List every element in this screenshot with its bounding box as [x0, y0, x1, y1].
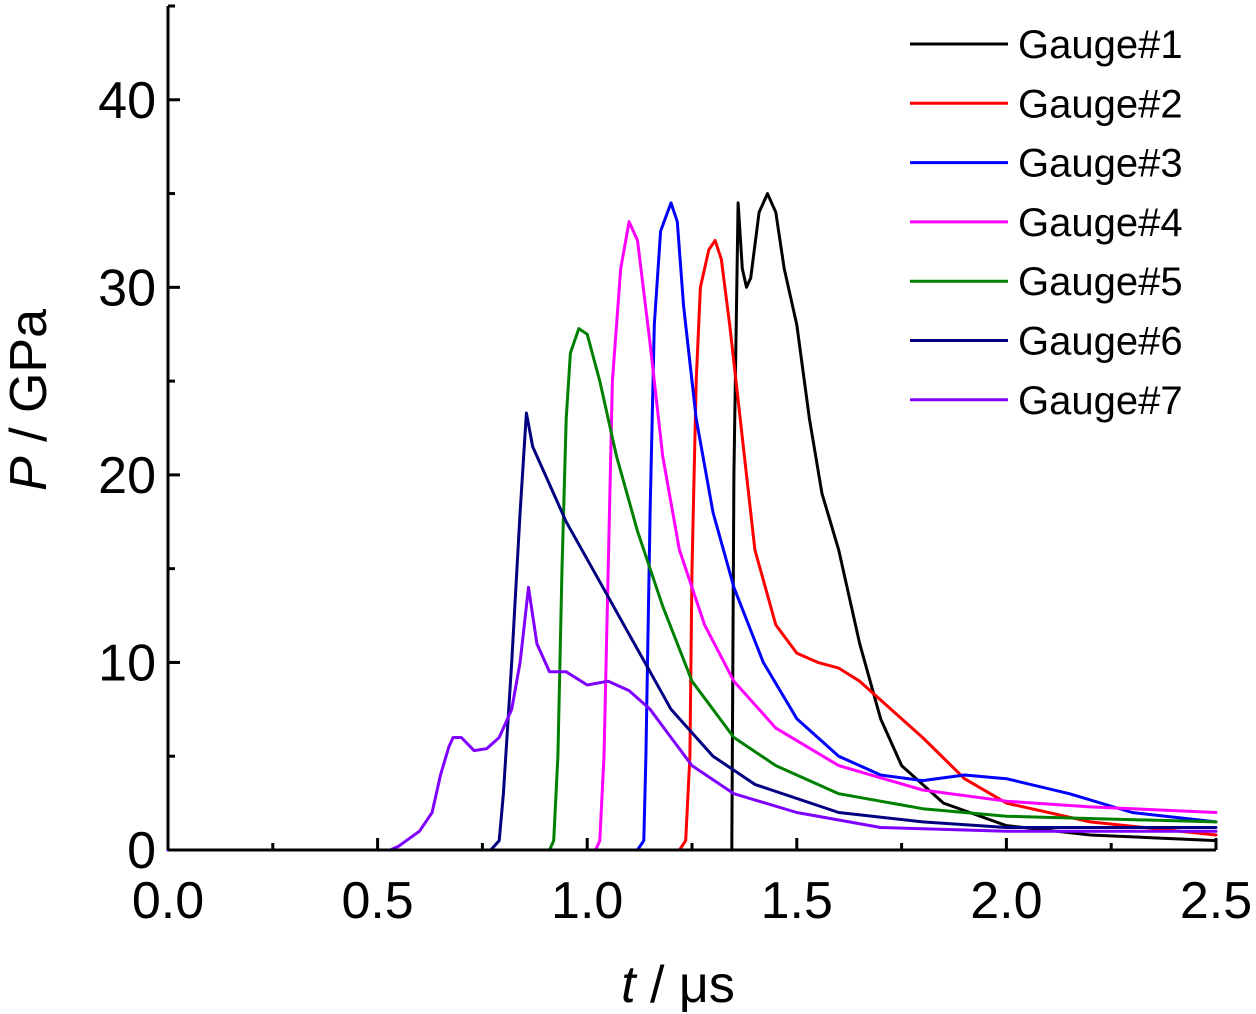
legend-label: Gauge#4 — [1018, 201, 1183, 245]
legend-item: Gauge#2 — [910, 82, 1183, 126]
legend-label: Gauge#5 — [1018, 260, 1183, 304]
x-ticks: 0.0 0.5 1.0 1.5 2.0 2.5 — [132, 838, 1252, 930]
series-line-gauge-3 — [166, 201, 1218, 852]
series-line-gauge-1 — [166, 192, 1218, 852]
x-tick-label: 1.5 — [761, 872, 833, 930]
series-line-gauge-4 — [166, 220, 1218, 852]
x-axis-unit: / μs — [636, 956, 735, 1014]
legend-item: Gauge#5 — [910, 260, 1183, 304]
legend-label: Gauge#1 — [1018, 23, 1183, 67]
x-axis-variable: t — [621, 956, 638, 1014]
legend-label: Gauge#3 — [1018, 142, 1183, 186]
y-tick-label: 10 — [98, 634, 156, 692]
y-tick-label: 20 — [98, 447, 156, 505]
y-axis-title: P / GPa — [0, 309, 58, 491]
legend-item: Gauge#6 — [910, 320, 1183, 364]
x-tick-label: 1.0 — [551, 872, 623, 930]
y-ticks: 0 10 20 30 40 — [98, 4, 180, 880]
series-line-gauge-7 — [166, 585, 1218, 852]
legend: Gauge#1 Gauge#2 Gauge#3 Gauge#4 Gauge#5 Gauge… — [910, 23, 1183, 423]
legend-label: Gauge#6 — [1018, 320, 1183, 364]
legend-item: Gauge#1 — [910, 23, 1183, 67]
series-line-gauge-6 — [166, 411, 1218, 852]
series-line-gauge-5 — [166, 327, 1218, 852]
x-axis-title: t / μs — [621, 956, 735, 1014]
plot-series-layer — [166, 192, 1218, 852]
y-axis-unit: / GPa — [0, 309, 58, 456]
y-tick-label: 0 — [127, 822, 156, 880]
x-tick-label: 0.0 — [132, 872, 204, 930]
x-tick-label: 2.5 — [1180, 872, 1252, 930]
axes — [166, 6, 1216, 852]
x-tick-label: 2.0 — [970, 872, 1042, 930]
legend-item: Gauge#3 — [910, 142, 1183, 186]
x-tick-label: 0.5 — [341, 872, 413, 930]
legend-item: Gauge#4 — [910, 201, 1183, 245]
series-line-gauge-2 — [166, 238, 1218, 852]
legend-item: Gauge#7 — [910, 379, 1183, 423]
y-tick-label: 40 — [98, 72, 156, 130]
legend-label: Gauge#7 — [1018, 379, 1183, 423]
y-tick-label: 30 — [98, 259, 156, 317]
legend-label: Gauge#2 — [1018, 82, 1183, 126]
y-axis-variable: P — [0, 456, 58, 491]
